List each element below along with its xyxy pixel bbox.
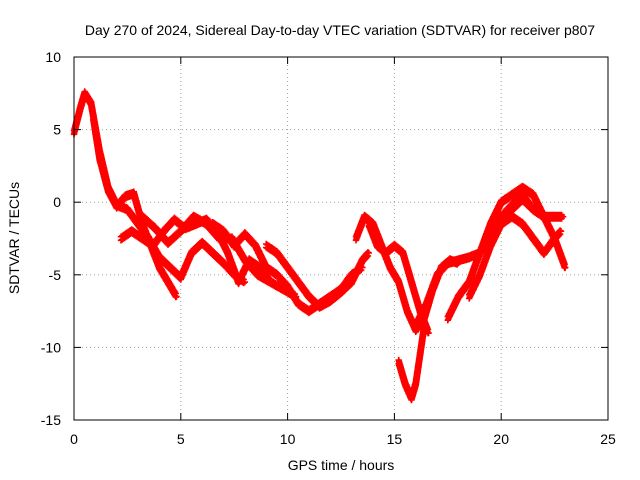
series-sat-i [395,322,428,404]
y-tick-label: 0 [53,194,61,210]
y-tick-labels: -15 -10 -5 0 5 10 [41,49,61,428]
y-tick-label: 10 [45,49,61,65]
x-tick-label: 5 [177,431,185,447]
x-tick-label: 20 [493,431,509,447]
series-sat-b [90,113,180,301]
marker-track [395,322,428,404]
chart-title: Day 270 of 2024, Sidereal Day-to-day VTE… [85,22,595,38]
plot-frame [73,56,609,421]
series-sat-f [263,240,372,312]
marker-track [498,189,567,222]
series-sat-l [466,211,565,302]
y-tick-label: -15 [41,412,61,428]
series-sat-k [444,182,569,324]
marker-track [466,211,565,302]
marker-track [263,240,372,312]
y-tick-label: -5 [49,267,62,283]
x-tick-label: 0 [70,431,78,447]
x-tick-label: 10 [280,431,296,447]
x-tick-label: 25 [600,431,616,447]
marker-track [444,182,569,324]
marker-track [70,88,249,287]
data-points [70,88,569,404]
x-tick-label: 15 [387,431,403,447]
x-tick-labels: 0 5 10 15 20 25 [70,431,616,447]
series-sat-a [70,88,249,287]
marker-track [90,113,180,301]
series-sat-m [498,189,567,222]
axis-ticks [73,56,609,421]
y-tick-label: 5 [53,122,61,138]
x-axis-label: GPS time / hours [288,457,395,473]
y-axis-label: SDTVAR / TECUs [6,182,22,294]
y-tick-label: -10 [41,339,61,355]
